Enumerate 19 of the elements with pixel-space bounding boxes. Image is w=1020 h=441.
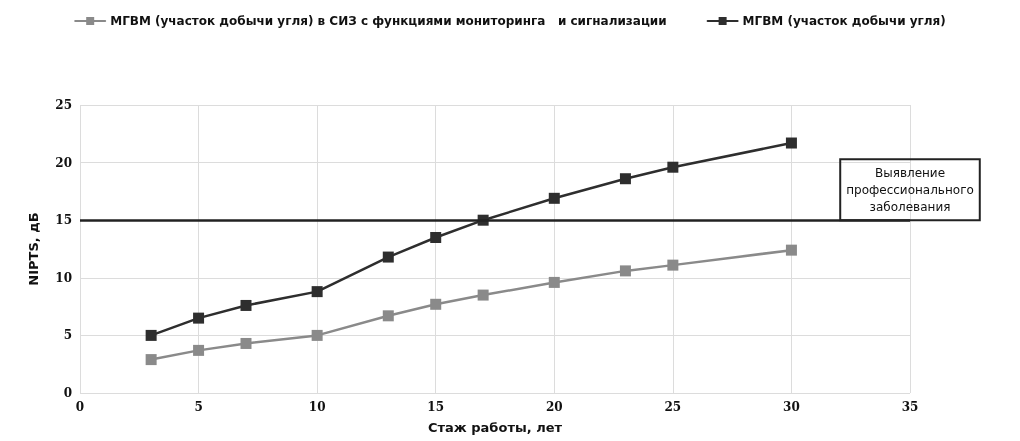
y-tick-label: 5 bbox=[63, 328, 72, 343]
x-tick-label: 25 bbox=[664, 400, 682, 414]
legend-label: МГВМ (участок добычи угля) bbox=[742, 14, 946, 28]
x-axis-title: Стаж работы, лет bbox=[427, 420, 563, 435]
x-tick-label: 20 bbox=[545, 400, 563, 414]
y-tick-label: 10 bbox=[55, 270, 72, 285]
y-tick-label: 15 bbox=[55, 213, 72, 228]
x-tick-label: 10 bbox=[308, 400, 326, 414]
y-tick-label: 25 bbox=[55, 98, 72, 112]
ref-line-label: Выявление профессионального заболевания bbox=[846, 165, 974, 214]
legend-label: МГВМ (участок добычи угля) в СИЗ с функциями мониторинга и сигнализации bbox=[110, 14, 667, 28]
y-tick-label: 20 bbox=[55, 155, 72, 170]
x-tick-label: 30 bbox=[783, 400, 800, 414]
x-tick-label: 15 bbox=[427, 400, 445, 414]
x-tick-label: 0 bbox=[75, 400, 85, 414]
x-tick-label: 35 bbox=[901, 400, 919, 414]
y-tick-label: 0 bbox=[63, 386, 72, 400]
y-axis-title: NIPTS, дБ bbox=[26, 212, 41, 286]
x-tick-label: 5 bbox=[194, 400, 203, 414]
